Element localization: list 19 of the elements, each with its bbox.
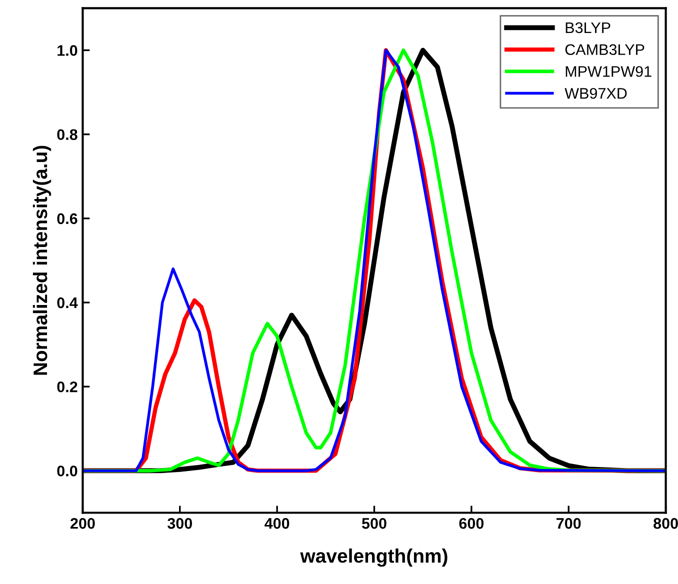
y-axis-title: Normalized intensity(a.u) bbox=[32, 146, 52, 375]
legend-label: MPW1PW91 bbox=[566, 66, 652, 77]
x-tick-label: 700 bbox=[556, 518, 581, 529]
legend-label: WB97XD bbox=[564, 88, 627, 99]
x-axis-title: wavelength(nm) bbox=[300, 548, 448, 567]
legend-label: CAMB3LYP bbox=[565, 44, 644, 56]
x-tick-label: 800 bbox=[654, 518, 678, 529]
y-tick-label: 0.2 bbox=[57, 381, 78, 392]
x-tick-label: 300 bbox=[168, 518, 192, 529]
x-tick-label: 500 bbox=[362, 518, 386, 529]
y-tick-label: 0.6 bbox=[57, 213, 78, 224]
y-tick-label: 0.0 bbox=[57, 466, 78, 476]
y-tick-label: 1.0 bbox=[58, 45, 78, 56]
legend-label: B3LYP bbox=[566, 22, 610, 34]
y-tick-label: 0.8 bbox=[57, 129, 78, 140]
x-tick-label: 200 bbox=[70, 518, 95, 529]
y-tick-label: 0.4 bbox=[57, 297, 78, 308]
x-tick-label: 400 bbox=[264, 518, 290, 529]
x-tick-label: 600 bbox=[459, 518, 484, 529]
